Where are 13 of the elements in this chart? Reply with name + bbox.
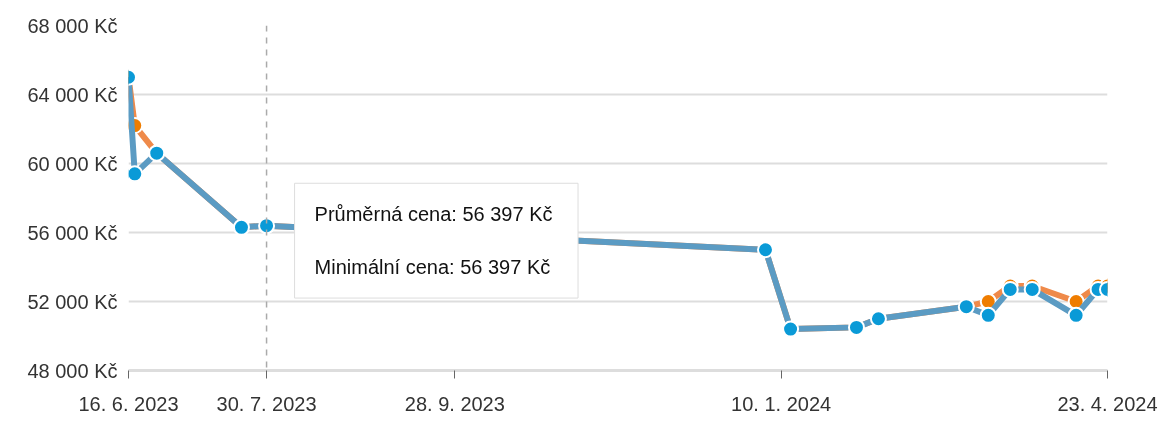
- y-tick-label: 52 000 Kč: [27, 290, 118, 313]
- x-tick-label: 28. 9. 2023: [404, 392, 505, 415]
- x-tick-label: 16. 6. 2023: [78, 392, 179, 415]
- y-tick-label: 64 000 Kč: [27, 83, 118, 106]
- x-tick-label: 23. 4. 2024: [1057, 392, 1158, 415]
- x-tick-label: 10. 1. 2024: [731, 392, 832, 415]
- text: Průměrná cena: 56 397 Kč: [314, 203, 553, 226]
- text: Minimální cena: 56 397 Kč: [314, 256, 551, 279]
- y-tick-label: 56 000 Kč: [27, 221, 118, 244]
- y-tick-label: 60 000 Kč: [27, 152, 118, 175]
- ref-line-label: 30. 7. 2023: [216, 392, 317, 415]
- y-tick-label: 48 000 Kč: [27, 359, 118, 382]
- y-tick-label: 68 000 Kč: [27, 14, 118, 37]
